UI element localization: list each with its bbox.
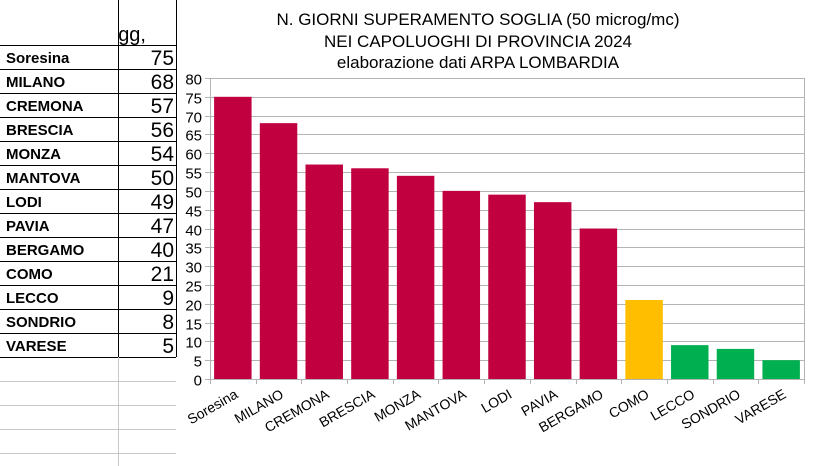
bar-chart[interactable]: N. GIORNI SUPERAMENTO SOGLIA (50 microg/… (184, 10, 805, 435)
bar-mantova[interactable] (442, 190, 481, 379)
table-header[interactable]: gg, (118, 24, 146, 46)
bar-lecco[interactable] (671, 345, 709, 379)
y-tick-label: 75 (185, 91, 202, 108)
table-cell-days[interactable]: 57 (151, 95, 174, 118)
table-cell-city[interactable]: BERGAMO (6, 242, 85, 259)
table-cell-days[interactable]: 40 (151, 239, 174, 262)
y-tick-label: 10 (185, 335, 202, 352)
table-cell-city[interactable]: VARESE (6, 338, 67, 355)
y-tick-label: 25 (185, 279, 202, 296)
bar-pavia[interactable] (533, 202, 572, 379)
table-cell-city[interactable]: PAVIA (6, 218, 50, 235)
table-cell-days[interactable]: 47 (151, 215, 174, 238)
table-cell-days[interactable]: 75 (151, 47, 174, 70)
table-cell-days[interactable]: 9 (162, 287, 174, 310)
y-tick-label: 65 (185, 128, 202, 145)
y-tick-label: 55 (185, 166, 202, 183)
table-cell-days[interactable]: 56 (151, 119, 174, 142)
x-tick-label: Soresina (184, 386, 240, 428)
bar-varese[interactable] (762, 360, 800, 379)
chart-title-line-1: N. GIORNI SUPERAMENTO SOGLIA (50 microg/… (276, 10, 679, 29)
y-tick-label: 20 (185, 298, 202, 315)
table-cell-days[interactable]: 68 (151, 71, 174, 94)
table-cell-days[interactable]: 5 (162, 335, 174, 358)
bar-sondrio[interactable] (716, 348, 755, 379)
bar-lodi[interactable] (488, 194, 526, 379)
table-cell-city[interactable]: LODI (6, 194, 42, 211)
y-tick-label: 60 (185, 147, 202, 164)
table-cell-city[interactable]: LECCO (6, 290, 59, 307)
y-tick-label: 50 (185, 185, 202, 202)
y-tick-label: 40 (185, 223, 202, 240)
y-tick-label: 15 (185, 317, 202, 334)
table-cell-city[interactable]: COMO (6, 266, 53, 283)
bar-milano[interactable] (259, 123, 298, 380)
table-cell-city[interactable]: Soresina (6, 50, 70, 67)
x-tick-label: COMO (606, 386, 652, 422)
chart-title-line-3: elaborazione dati ARPA LOMBARDIA (337, 53, 620, 72)
y-tick-label: 5 (194, 354, 202, 371)
table-cell-city[interactable]: BRESCIA (6, 122, 74, 139)
chart-bars (214, 96, 800, 380)
chart-title: N. GIORNI SUPERAMENTO SOGLIA (50 microg/… (276, 10, 679, 72)
table-cell-city[interactable]: CREMONA (6, 98, 84, 115)
x-axis: SoresinaMILANOCREMONABRESCIAMONZAMANTOVA… (184, 379, 805, 435)
table-cell-days[interactable]: 54 (151, 143, 175, 166)
y-tick-label: 0 (194, 373, 202, 390)
table-cell-days[interactable]: 49 (151, 191, 174, 214)
table-cell-days[interactable]: 50 (151, 167, 174, 190)
y-tick-label: 80 (185, 72, 202, 89)
table-cell-city[interactable]: SONDRIO (6, 314, 76, 331)
y-tick-label: 70 (185, 110, 202, 127)
table-cell-days[interactable]: 8 (162, 311, 174, 334)
x-tick-label: LODI (478, 386, 514, 416)
table-grid (0, 0, 177, 466)
y-tick-label: 45 (185, 204, 202, 221)
bar-soresina[interactable] (214, 96, 252, 379)
bar-brescia[interactable] (351, 168, 389, 379)
bar-cremona[interactable] (305, 164, 343, 379)
y-tick-label: 35 (185, 241, 202, 258)
x-tick-label: VARESE (732, 386, 788, 428)
bar-monza[interactable] (396, 175, 435, 379)
chart-title-line-2: NEI CAPOLUOGHI DI PROVINCIA 2024 (324, 32, 632, 51)
y-tick-label: 30 (185, 260, 202, 277)
table-cell-city[interactable]: MANTOVA (6, 170, 81, 187)
table-cell-days[interactable]: 21 (151, 263, 174, 286)
table-cell-city[interactable]: MILANO (6, 74, 65, 91)
bar-bergamo[interactable] (579, 228, 618, 380)
bar-como[interactable] (625, 299, 663, 379)
table-cell-city[interactable]: MONZA (6, 146, 61, 163)
data-table: gg, Soresina 75 MILANO 68 CREMONA 57 BRESCIA 56… (6, 24, 174, 358)
